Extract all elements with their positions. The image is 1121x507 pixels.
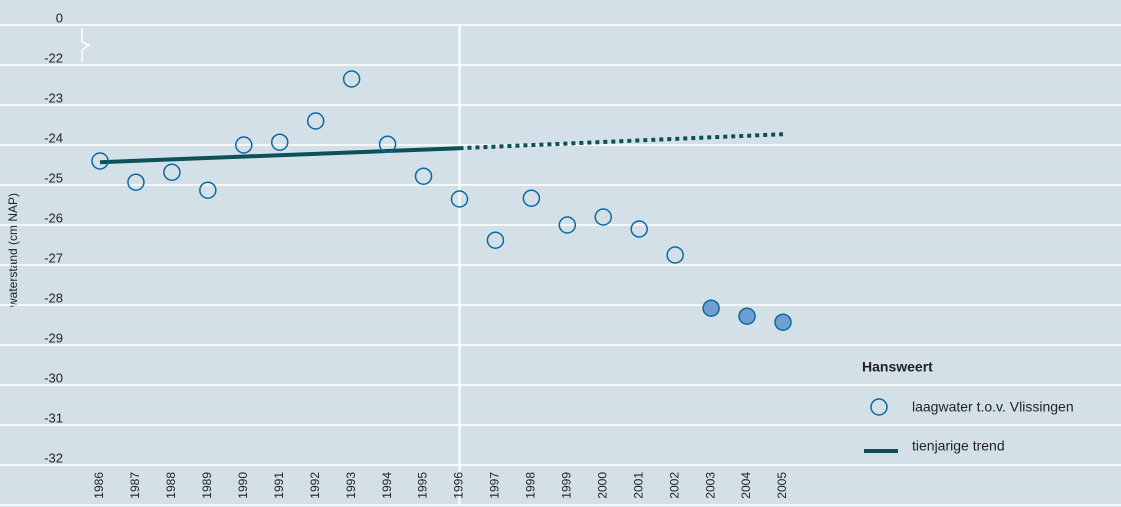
x-tick-label: 1989	[200, 472, 214, 499]
y-tick-label: -28	[44, 290, 63, 305]
axis-break	[81, 28, 91, 62]
data-point	[306, 112, 325, 130]
data-point	[270, 133, 289, 151]
x-tick-label: 1992	[308, 472, 322, 499]
y-tick-label: -25	[44, 170, 63, 185]
x-tick-label: 1993	[344, 472, 358, 499]
data-point	[378, 135, 397, 153]
x-tick-label: 2001	[631, 472, 645, 499]
data-point	[127, 173, 145, 191]
data-point	[630, 220, 648, 238]
y-tick-label: -23	[44, 90, 63, 105]
data-point	[666, 246, 684, 264]
data-point	[594, 208, 613, 226]
trend-line	[99, 146, 460, 165]
x-tick-label: 1996	[452, 472, 466, 499]
x-tick-label: 1995	[416, 472, 430, 499]
data-point	[414, 167, 433, 185]
x-tick-label: 1999	[559, 472, 573, 499]
x-tick-label: 1990	[236, 472, 250, 499]
x-tick-label: 1997	[488, 472, 502, 499]
y-tick-label: -27	[44, 250, 63, 265]
y-tick-label: -31	[44, 410, 63, 425]
data-point	[163, 163, 181, 181]
data-point	[235, 136, 253, 154]
x-tick-label: 1994	[380, 472, 394, 499]
data-point	[558, 216, 577, 234]
trend-line	[459, 132, 784, 151]
data-point	[738, 307, 756, 325]
legend-marker	[870, 398, 888, 416]
data-point	[450, 190, 469, 208]
y-tick-label: -24	[44, 130, 63, 145]
x-tick-label: 1988	[164, 472, 178, 499]
x-tick-label: 1987	[128, 472, 142, 499]
y-tick-label: -30	[44, 370, 63, 385]
y-tick-label: -22	[44, 50, 63, 65]
legend-title: Hansweert	[862, 359, 933, 375]
x-tick-label: 2002	[667, 472, 681, 499]
data-point	[522, 189, 541, 207]
x-tick-label: 2005	[775, 472, 789, 499]
data-point	[199, 181, 217, 199]
x-tick-label: 1998	[524, 472, 538, 499]
x-tick-label: 1986	[92, 472, 106, 499]
legend-label: laagwater t.o.v. Vlissingen	[912, 399, 1074, 415]
legend-label: tienjarige trend	[912, 438, 1005, 454]
x-tick-label: 2003	[703, 472, 717, 499]
x-tick-label: 2004	[739, 472, 753, 499]
y-tick-label: -32	[44, 450, 63, 465]
data-point	[342, 70, 361, 88]
data-point	[486, 231, 505, 249]
data-point	[91, 152, 109, 170]
y-tick-label: 0	[56, 10, 63, 25]
y-tick-label: -26	[44, 210, 63, 225]
y-axis-label: waterstand (cm NAP)	[6, 193, 20, 308]
data-point	[774, 313, 792, 331]
x-tick-label: 1991	[272, 472, 286, 499]
y-tick-label: -29	[44, 330, 63, 345]
data-point	[702, 299, 720, 317]
x-tick-label: 2000	[595, 472, 609, 499]
